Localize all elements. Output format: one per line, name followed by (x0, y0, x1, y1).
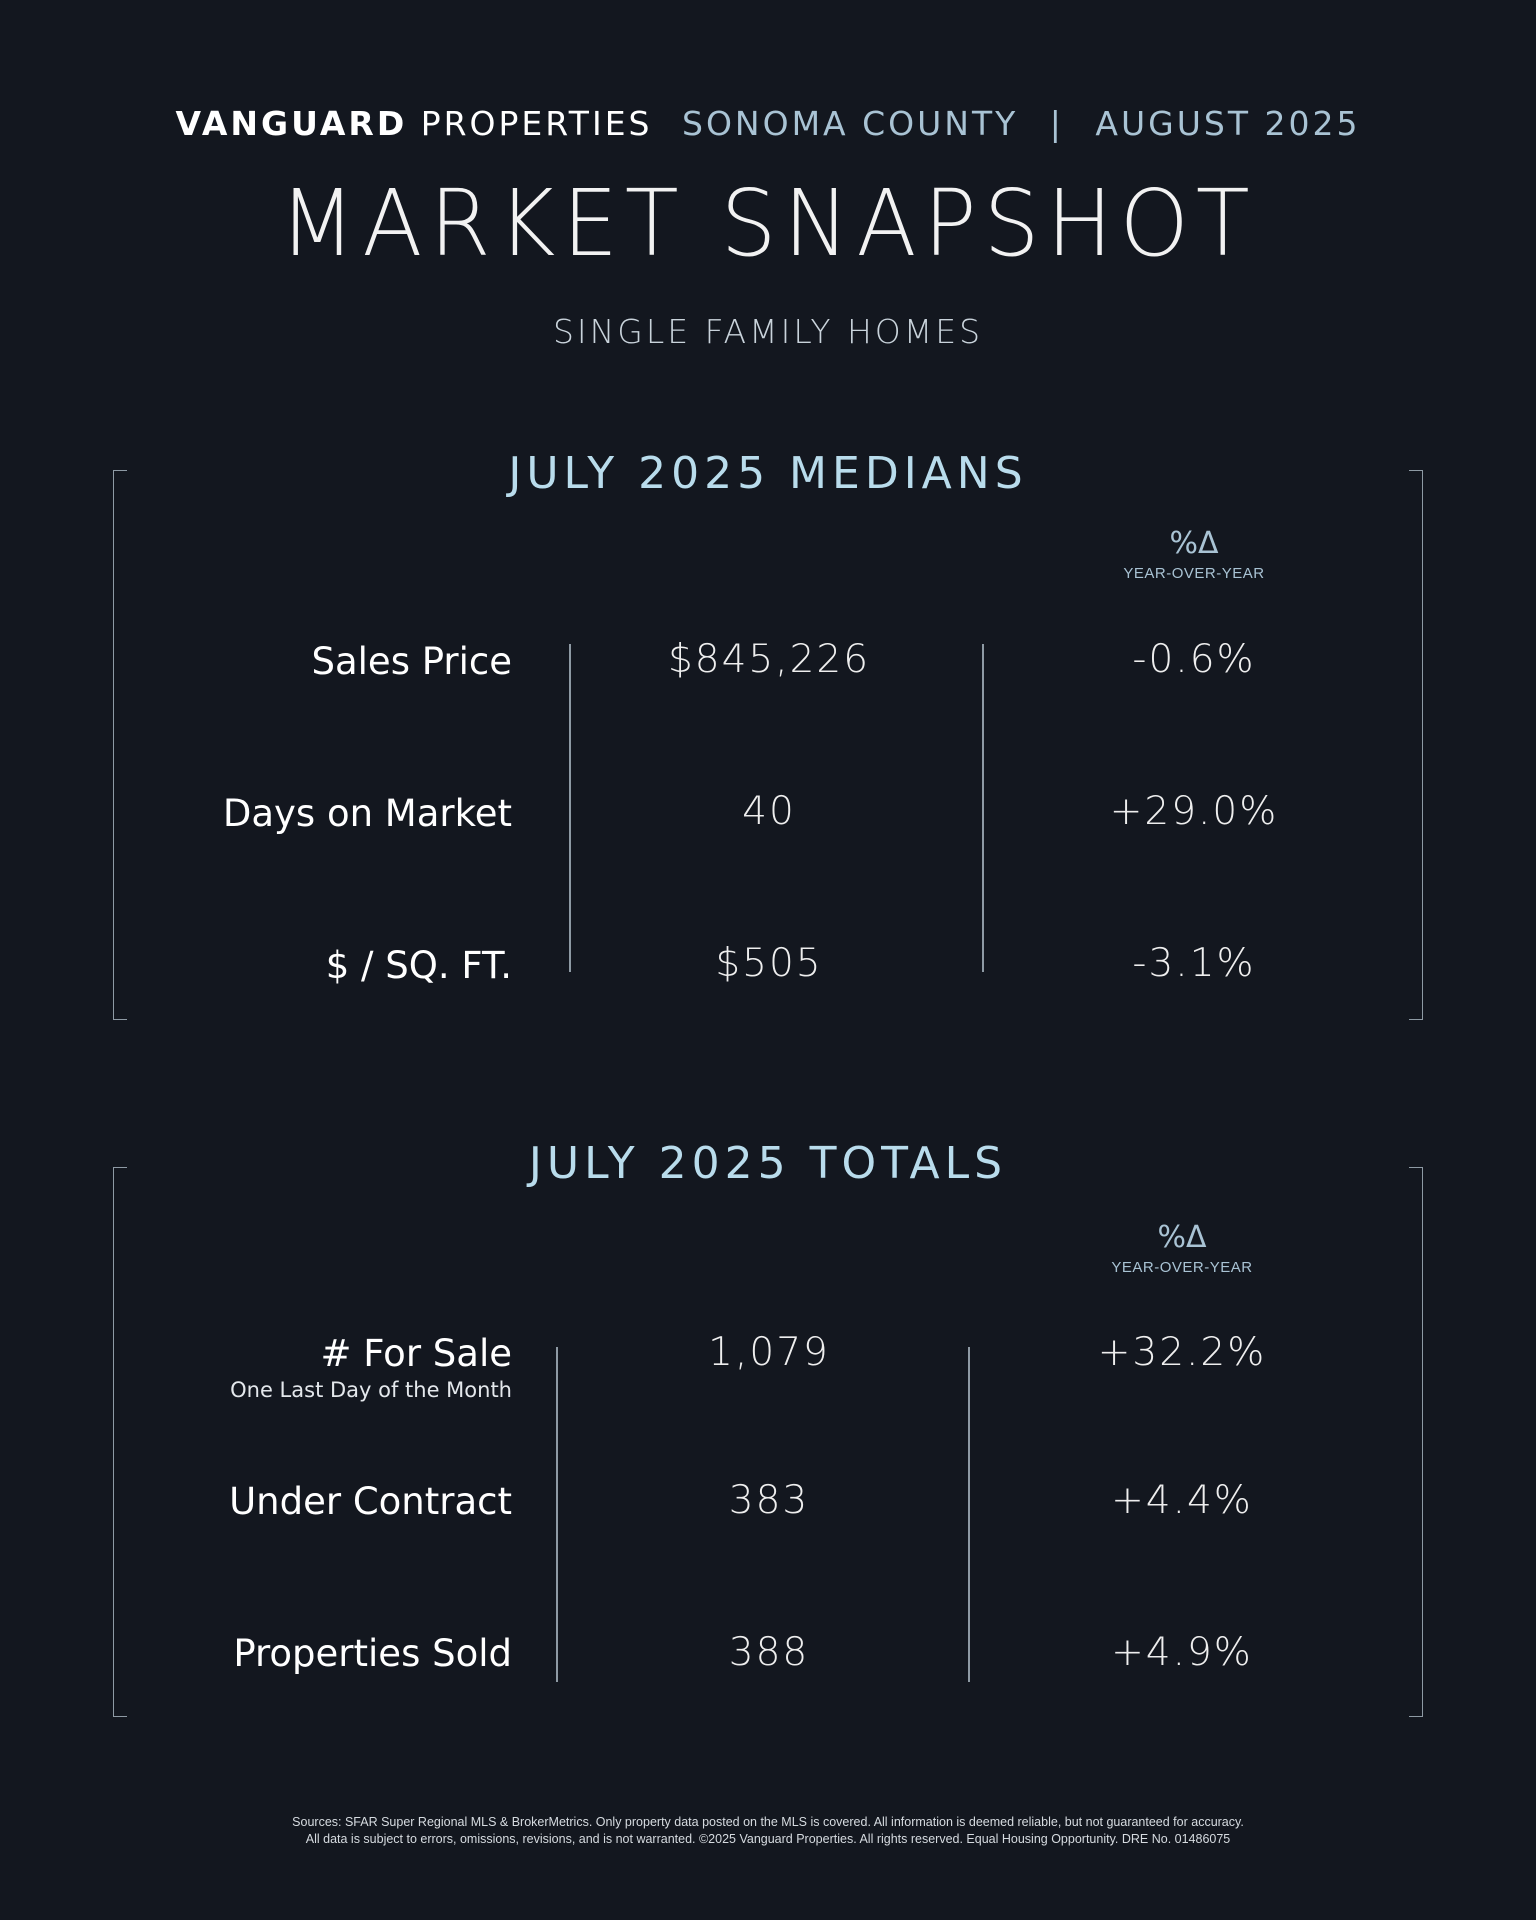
totals-divider-1 (556, 1347, 558, 1682)
location: SONOMA COUNTY (682, 104, 1019, 143)
total-value-properties-sold: 388 (728, 1630, 810, 1675)
median-label-days-on-market: Days on Market (222, 792, 512, 835)
median-change-price-per-sqft: -3.1% (1132, 941, 1256, 986)
total-value-under-contract: 383 (728, 1478, 810, 1523)
median-label-sales-price: Sales Price (311, 640, 512, 683)
yoy-label: YEAR-OVER-YEAR (1123, 565, 1265, 582)
delta-symbol: %Δ (1169, 526, 1219, 561)
median-label-price-per-sqft: $ / SQ. FT. (325, 944, 512, 987)
brand-suffix: PROPERTIES (420, 104, 653, 143)
footer-disclaimer: Sources: SFAR Super Regional MLS & Broke… (0, 1814, 1536, 1848)
median-value-days-on-market: 40 (742, 789, 796, 834)
median-change-days-on-market: +29.0% (1109, 789, 1279, 834)
totals-bracket-left (113, 1167, 127, 1717)
delta-symbol: %Δ (1157, 1220, 1207, 1255)
total-sublabel-for-sale: One Last Day of the Month (230, 1378, 512, 1402)
page-title: MARKET SNAPSHOT (279, 169, 1257, 278)
header-separator: | (1049, 104, 1064, 143)
median-value-price-per-sqft: $505 (715, 941, 823, 986)
brand-name: VANGUARD (175, 104, 408, 143)
yoy-label: YEAR-OVER-YEAR (1111, 1259, 1253, 1276)
total-change-under-contract: +4.4% (1111, 1478, 1253, 1523)
page-subtitle: SINGLE FAMILY HOMES (552, 312, 984, 351)
total-label-for-sale: # For Sale (320, 1332, 512, 1375)
medians-bracket-right (1409, 470, 1423, 1020)
total-change-for-sale: +32.2% (1097, 1330, 1267, 1375)
footer-line-2: All data is subject to errors, omissions… (305, 1832, 1231, 1846)
total-label-under-contract: Under Contract (229, 1480, 512, 1523)
total-change-properties-sold: +4.9% (1111, 1630, 1253, 1675)
medians-bracket-left (113, 470, 127, 1020)
totals-yoy-header: %Δ YEAR-OVER-YEAR (1082, 1220, 1282, 1276)
total-value-for-sale: 1,079 (708, 1330, 830, 1375)
totals-bracket-right (1409, 1167, 1423, 1717)
medians-title: JULY 2025 MEDIANS (508, 448, 1028, 499)
header-line: VANGUARD PROPERTIES SONOMA COUNTY | AUGU… (0, 104, 1536, 143)
total-label-properties-sold: Properties Sold (233, 1632, 512, 1675)
medians-yoy-header: %Δ YEAR-OVER-YEAR (1094, 526, 1294, 582)
totals-title: JULY 2025 TOTALS (528, 1138, 1008, 1189)
medians-divider-2 (982, 644, 984, 972)
footer-line-1: Sources: SFAR Super Regional MLS & Broke… (292, 1815, 1244, 1829)
totals-divider-2 (968, 1347, 970, 1682)
medians-divider-1 (569, 644, 571, 972)
median-value-sales-price: $845,226 (667, 637, 871, 682)
median-change-sales-price: -0.6% (1132, 637, 1256, 682)
report-date: AUGUST 2025 (1095, 104, 1361, 143)
